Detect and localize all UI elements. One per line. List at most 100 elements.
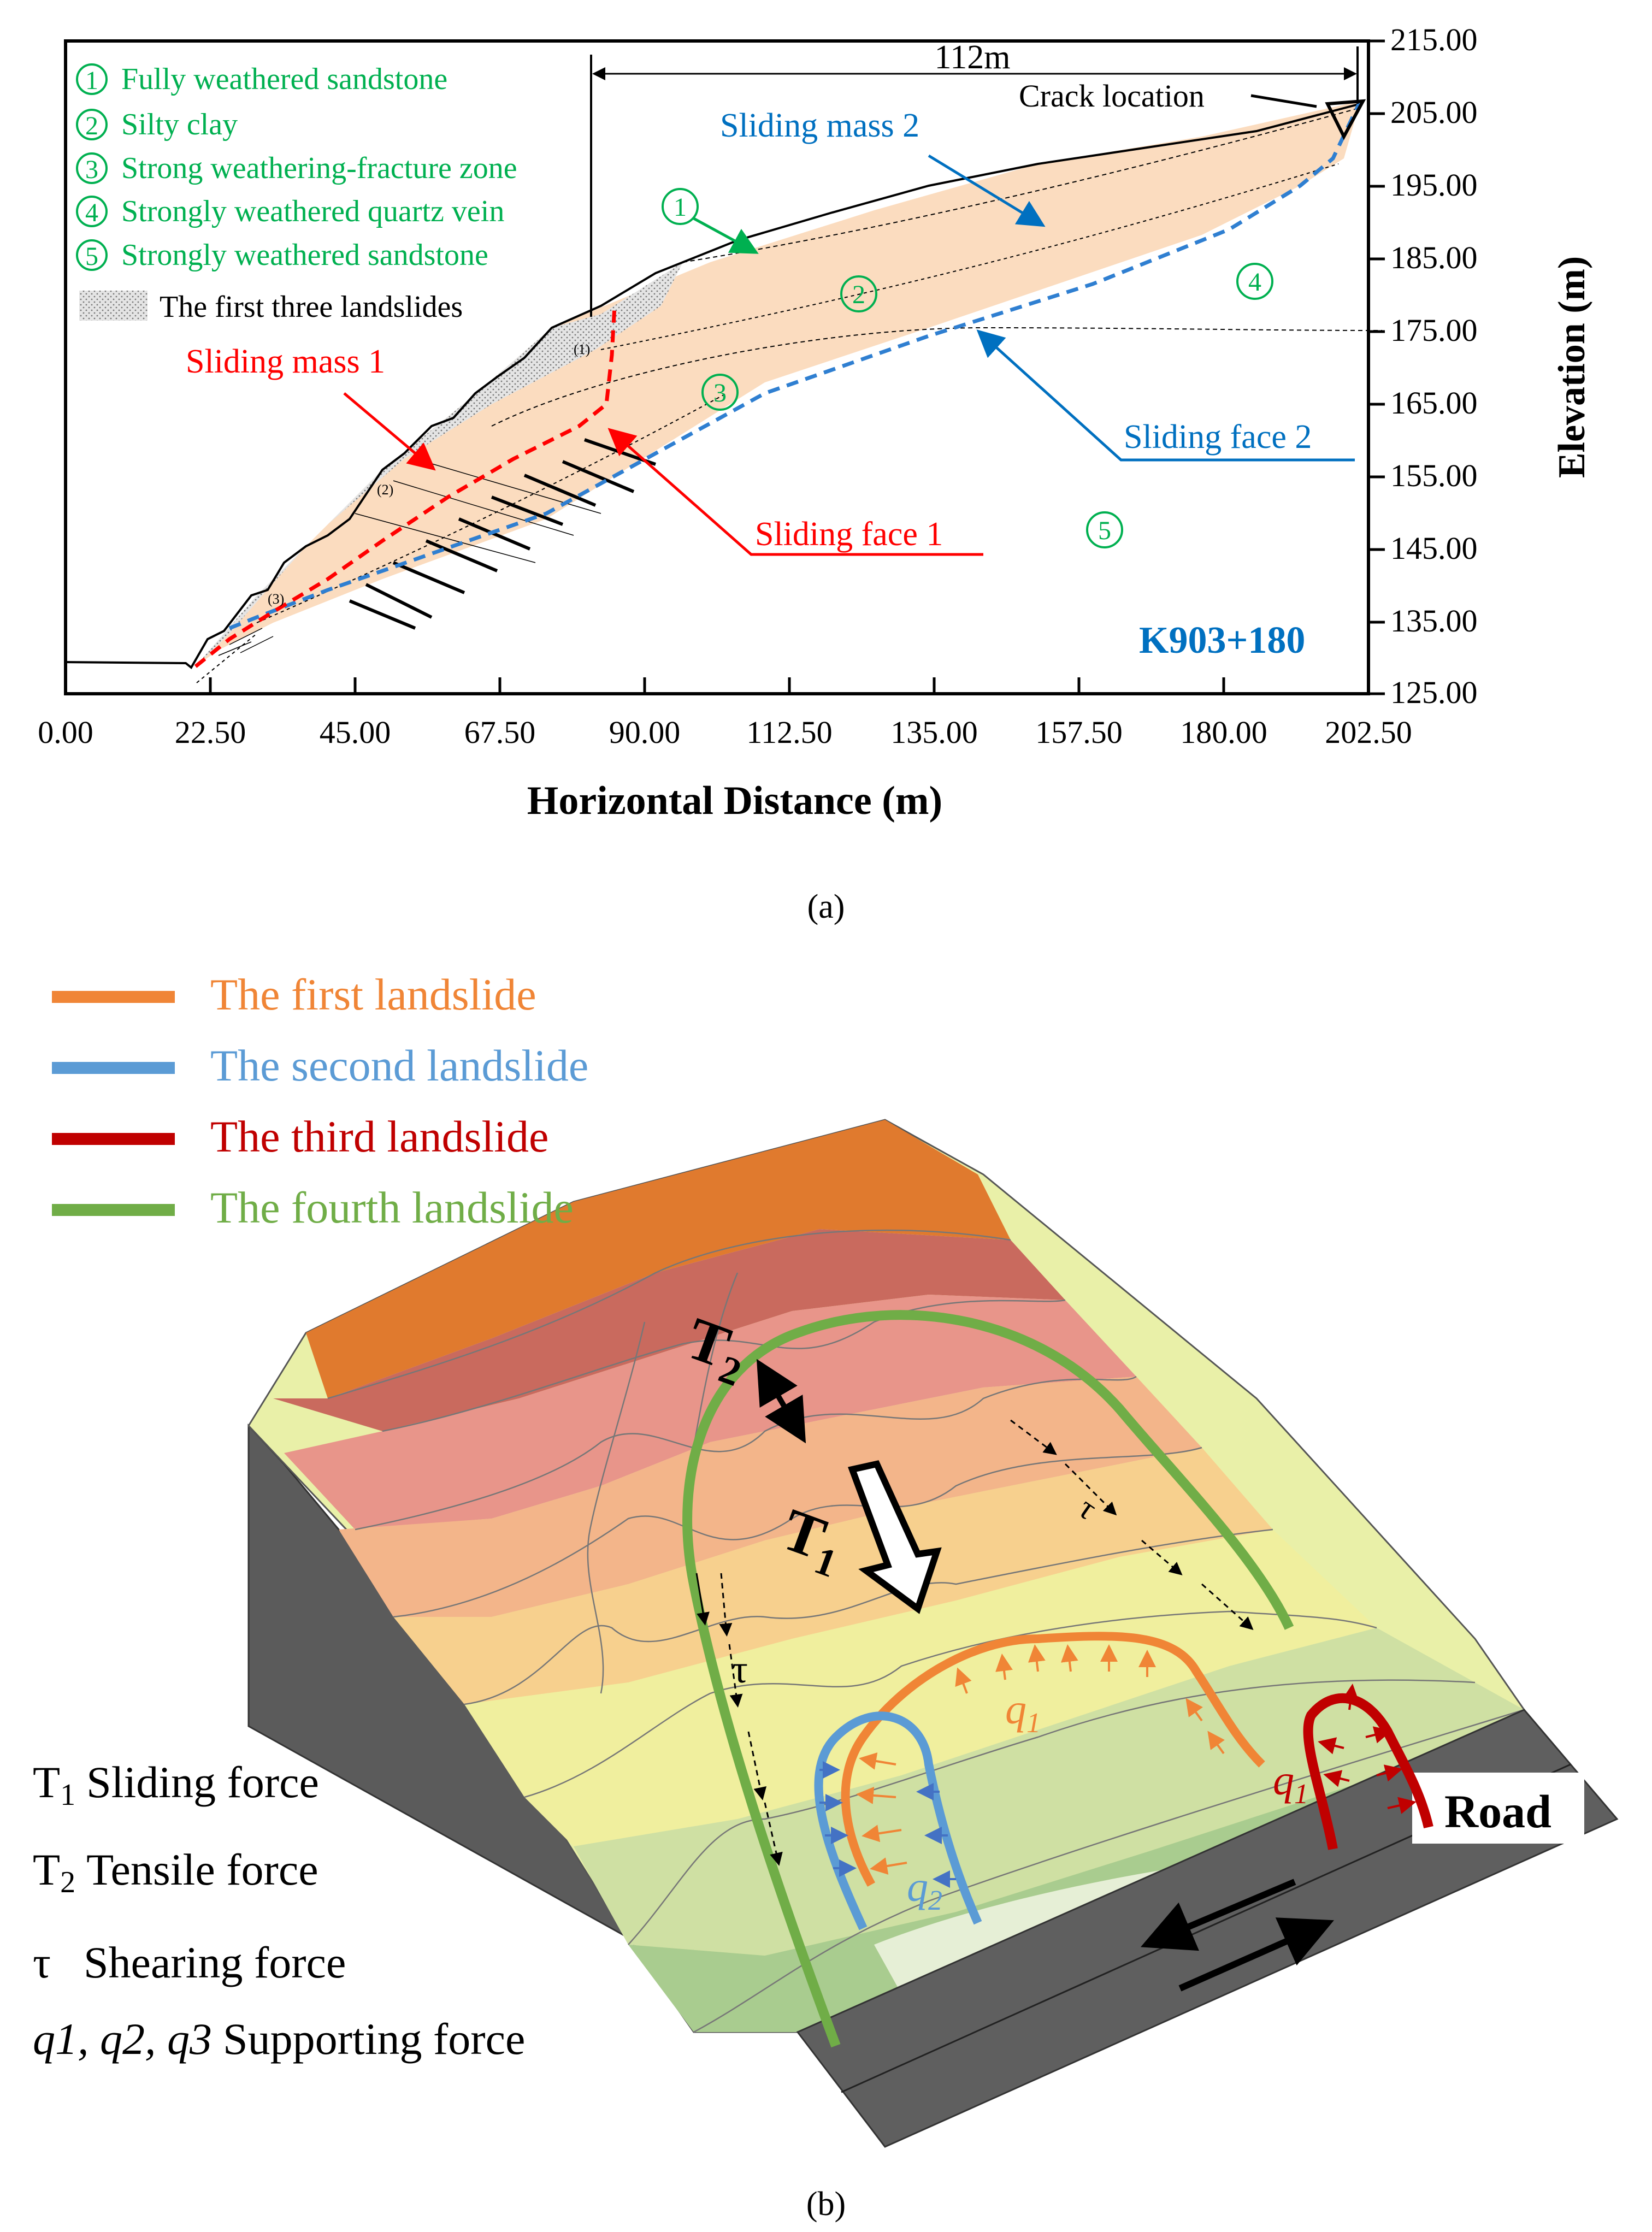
road-arrow-left — [1140, 1879, 1296, 1951]
slide-num: (1) — [574, 341, 590, 357]
x-axis: 0.00 22.50 45.00 67.50 90.00 112.50 135.… — [38, 677, 1412, 823]
fine-hatch — [218, 458, 601, 656]
contour-band-2 — [273, 1229, 1065, 1431]
legend-label: Strongly weathered sandstone — [121, 238, 488, 272]
sliding-zone-fill — [196, 101, 1360, 666]
contour-band-4 — [339, 1377, 1202, 1617]
contour-band-8 — [628, 1710, 1524, 2032]
y-tick-label: 135.00 — [1390, 603, 1478, 639]
y-tick-label: 185.00 — [1390, 240, 1478, 275]
zone-1-pointer — [693, 217, 759, 254]
landslides-legend-swatch — [79, 291, 148, 321]
landslide-legend: The first landslide The second landslide… — [52, 970, 588, 1232]
road-arrow-right — [1178, 1917, 1334, 1992]
force-q: q1, q2, q3 Supporting force — [33, 2014, 525, 2064]
fourth-landslide-outline — [682, 1310, 1294, 2048]
zone-num: 2 — [852, 280, 865, 309]
zone-markers: 1 2 3 4 5 — [662, 188, 1273, 548]
contour-band-1 — [306, 1120, 1011, 1398]
sliding-face-1-pointer — [607, 428, 983, 556]
second-landslide-outline — [814, 1711, 982, 1930]
station-label: K903+180 — [1139, 619, 1305, 662]
legend-num: 3 — [85, 155, 98, 184]
slide-numbers: (1) (2) (3) — [268, 341, 590, 607]
x-tick-label: 180.00 — [1180, 715, 1267, 750]
road-label: Road — [1444, 1785, 1551, 1838]
first-three-landslides-fill — [196, 262, 683, 666]
y-axis: 215.00 205.00 195.00 185.00 175.00 165.0… — [1368, 22, 1593, 710]
x-tick-label: 202.50 — [1325, 715, 1412, 750]
slide-num: (3) — [268, 591, 284, 607]
support-arrows-first — [856, 1644, 1225, 1875]
sliding-mass-1-pointer — [343, 392, 436, 471]
layer-boundary-3 — [600, 163, 1339, 350]
fracture-hatch — [349, 438, 656, 630]
first-landslide-outline — [841, 1632, 1265, 1887]
legend-num: 5 — [85, 242, 98, 271]
x-tick-label: 90.00 — [609, 715, 681, 750]
support-arrows-third — [1318, 1684, 1417, 1814]
x-tick-label: 135.00 — [890, 715, 978, 750]
slide-num: (2) — [377, 482, 393, 498]
force-legend: T1 Sliding force T2 Tensile force τ Shearin… — [33, 1757, 525, 2064]
contour-band-5 — [393, 1448, 1273, 1704]
legend-num: 4 — [85, 198, 98, 227]
y-tick-label: 195.00 — [1390, 167, 1478, 203]
force-t1: T1 Sliding force — [33, 1757, 319, 1812]
sliding-mass-2-label: Sliding mass 2 — [720, 107, 919, 144]
sliding-face-2-pointer — [976, 329, 1355, 462]
shear-arrows — [719, 1419, 1254, 1866]
zone-num: 5 — [1098, 516, 1111, 545]
sliding-face-2-line — [228, 100, 1362, 630]
legend-second-label: The second landslide — [210, 1041, 588, 1090]
x-tick-label: 0.00 — [38, 715, 93, 750]
panel-a: 112m Crack location 215.00 205.00 19 — [38, 22, 1593, 925]
t2-arrow — [756, 1359, 806, 1444]
tau-arrow-left — [695, 1573, 710, 1626]
y-tick-label: 145.00 — [1390, 530, 1478, 566]
t1-arrow — [847, 1460, 942, 1614]
force-t2: T2 Tensile force — [33, 1845, 318, 1899]
sliding-face-2-label: Sliding face 2 — [1124, 418, 1312, 456]
contour-band-7 — [574, 1628, 1524, 1956]
x-tick-label: 67.50 — [464, 715, 536, 750]
y-axis-title: Elevation (m) — [1551, 256, 1593, 478]
legend-num-circle — [76, 152, 108, 184]
q1-label: q1 — [1005, 1685, 1041, 1739]
x-tick-label: 157.50 — [1035, 715, 1123, 750]
y-tick-label: 125.00 — [1390, 675, 1478, 710]
ground-surface — [65, 103, 1361, 670]
tau-label-left: τ — [732, 1648, 748, 1691]
legend-fourth-label: The fourth landslide — [210, 1183, 574, 1232]
legend-num: 1 — [85, 66, 98, 95]
legend-first-label: The first landslide — [210, 970, 536, 1019]
legend-label: Fully weathered sandstone — [121, 62, 447, 96]
panel-b-caption: (b) — [806, 2186, 846, 2223]
legend-label: Silty clay — [121, 108, 238, 141]
y-tick-label: 155.00 — [1390, 458, 1478, 493]
legend-num: 2 — [85, 111, 98, 140]
layer-boundary-4 — [256, 393, 727, 623]
zone-num: 4 — [1248, 268, 1261, 297]
x-tick-label: 112.50 — [746, 715, 832, 750]
y-tick-label: 165.00 — [1390, 385, 1478, 421]
x-tick-label: 22.50 — [175, 715, 246, 750]
legend-label: Strong weathering-fracture zone — [121, 151, 517, 185]
legend-num-circle — [76, 239, 108, 271]
x-tick-label: 45.00 — [320, 715, 391, 750]
road-label-box — [1412, 1773, 1584, 1844]
q1-label-third: q1 — [1273, 1756, 1308, 1810]
support-arrows-second — [819, 1761, 956, 1888]
sliding-face-1-label: Sliding face 1 — [755, 516, 943, 553]
legend-num-circle — [76, 109, 108, 140]
y-tick-label: 175.00 — [1390, 312, 1478, 348]
contour-band-6 — [464, 1530, 1377, 1846]
layer-legend: 1 Fully weathered sandstone 2 Silty clay… — [76, 62, 517, 324]
zone-num: 1 — [674, 193, 687, 222]
crack-label: Crack location — [1019, 78, 1205, 114]
q2-label: q2 — [907, 1863, 942, 1916]
crack-pointer — [1250, 94, 1317, 108]
sliding-mass-2-pointer — [928, 154, 1046, 227]
panel-b: Road — [33, 970, 1619, 2223]
